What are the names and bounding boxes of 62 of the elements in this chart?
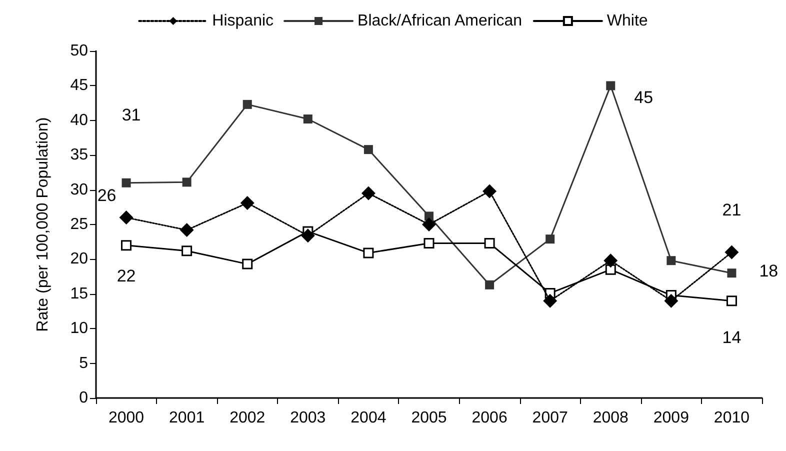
point <box>180 223 194 238</box>
point <box>300 228 315 243</box>
y-tick-label: 20 <box>70 250 88 268</box>
y-axis-title: Rate (per 100,000 Population) <box>34 117 52 332</box>
point <box>242 100 252 109</box>
point <box>121 240 132 251</box>
point <box>182 178 192 187</box>
y-tick-label: 15 <box>70 285 88 302</box>
point <box>726 296 737 306</box>
point <box>422 218 436 232</box>
x-tick-label: 2008 <box>592 410 629 426</box>
point <box>182 246 192 256</box>
x-tick-label: 2005 <box>411 410 447 426</box>
point <box>485 280 494 290</box>
legend-label: Hispanic <box>212 12 274 30</box>
point <box>363 248 374 258</box>
x-tick-label: 2004 <box>350 410 386 426</box>
point <box>604 254 618 268</box>
point <box>364 145 373 154</box>
data-label: 14 <box>722 328 742 348</box>
point <box>484 238 495 248</box>
point <box>240 196 254 210</box>
point <box>361 186 376 200</box>
y-tick-label: 25 <box>70 216 88 233</box>
point <box>606 81 616 90</box>
point <box>119 210 134 225</box>
point <box>543 294 558 308</box>
data-label: 21 <box>722 200 742 220</box>
data-label: 18 <box>759 262 778 281</box>
data-label: 22 <box>116 266 136 286</box>
point <box>727 268 736 278</box>
data-label: 31 <box>122 105 141 124</box>
legend-label: Black/African American <box>358 12 522 30</box>
x-tick-label: 2001 <box>169 410 205 426</box>
y-tick-label: 0 <box>79 390 88 406</box>
x-tick-label: 2002 <box>230 410 266 426</box>
x-tick-label: 2010 <box>714 410 750 426</box>
data-label: 45 <box>634 88 654 108</box>
point <box>605 264 616 275</box>
y-tick-label: 35 <box>70 146 88 164</box>
point <box>122 178 131 188</box>
y-tick-label: 50 <box>70 42 88 60</box>
y-tick-label: 30 <box>70 181 88 198</box>
x-tick-label: 2003 <box>290 410 326 426</box>
y-tick-label: 40 <box>70 112 88 129</box>
x-tick-label: 2006 <box>472 410 508 426</box>
point <box>424 238 434 248</box>
legend-label: White <box>606 12 648 30</box>
point <box>546 234 555 244</box>
point <box>724 245 739 260</box>
data-label: 26 <box>97 186 116 206</box>
point <box>664 294 678 308</box>
point <box>303 114 312 124</box>
y-tick-label: 5 <box>79 354 88 372</box>
x-tick-label: 2007 <box>532 410 568 426</box>
point <box>482 184 497 198</box>
point <box>242 258 253 270</box>
y-tick-label: 10 <box>70 320 88 338</box>
x-tick-label: 2009 <box>653 410 690 426</box>
y-tick-label: 45 <box>70 77 88 94</box>
point <box>666 256 676 266</box>
x-tick-label: 2000 <box>108 410 144 426</box>
